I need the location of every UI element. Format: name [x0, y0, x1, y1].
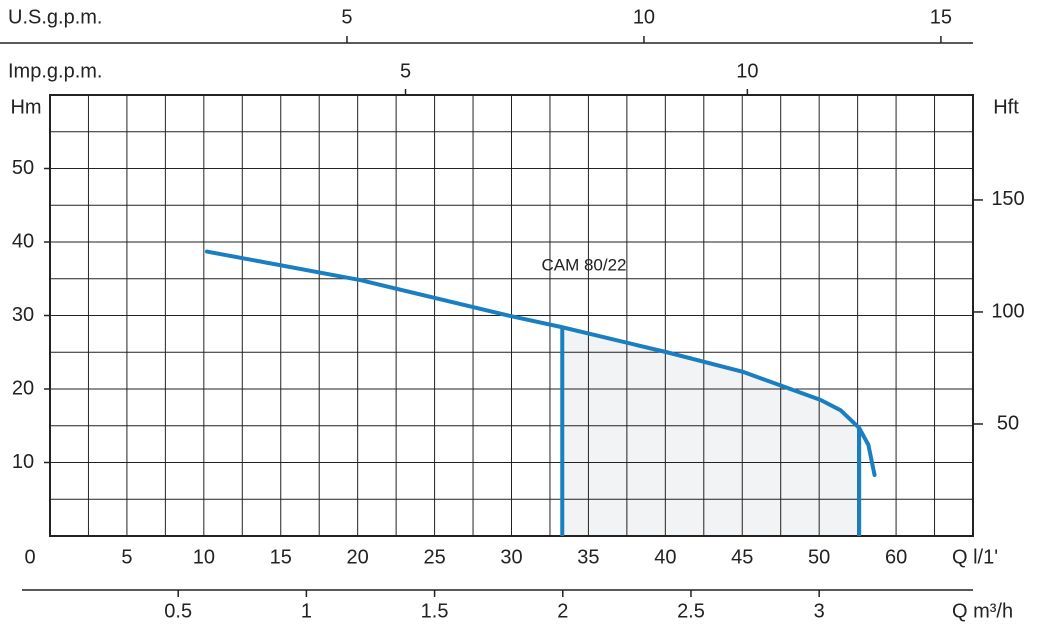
y2-tick-label: 100 [991, 300, 1024, 322]
m3h-axis-label: Q m³/h [952, 600, 1013, 622]
pump-curve [204, 249, 877, 477]
axis-tick-label: 15 [930, 6, 952, 28]
x-tick-label: 35 [577, 546, 599, 568]
y-tick-label: 20 [12, 377, 34, 399]
axis-tick-label: 1.5 [421, 600, 449, 622]
operating-area [562, 327, 860, 536]
y2-tick-label: 150 [991, 188, 1024, 210]
x-tick-label: 25 [423, 546, 445, 568]
axis-tick-label: 3 [814, 600, 825, 622]
y-axis-label: Hm [10, 96, 41, 118]
y-tick-label: 30 [12, 304, 34, 326]
axis-tick-label: 5 [341, 6, 352, 28]
usgpm-axis-label: U.S.g.p.m. [8, 6, 102, 28]
y-tick-label: 40 [12, 230, 34, 252]
x-tick-label: 20 [347, 546, 369, 568]
x-tick-label: 50 [808, 546, 830, 568]
x-tick-label: 10 [193, 546, 215, 568]
x-tick-label: 60 [885, 546, 907, 568]
axis-tick-label: 2 [557, 600, 568, 622]
axis-tick-label: 10 [736, 60, 758, 82]
series-label: CAM 80/22 [541, 255, 626, 274]
y-tick-label: 10 [12, 451, 34, 473]
x-tick-label: 0 [24, 546, 35, 568]
y2-axis-label: Hft [993, 96, 1019, 118]
axis-tick-label: 10 [633, 6, 655, 28]
y2-tick-label: 50 [997, 412, 1019, 434]
axis-tick-label: 1 [301, 600, 312, 622]
y-tick-label: 50 [12, 157, 34, 179]
x-axis-label: Q l/1' [952, 546, 998, 568]
x-tick-label: 30 [500, 546, 522, 568]
axis-tick-label: 2.5 [677, 600, 705, 622]
x-tick-label: 5 [121, 546, 132, 568]
x-tick-label: 15 [270, 546, 292, 568]
x-tick-label: 40 [654, 546, 676, 568]
impgpm-axis-label: Imp.g.p.m. [8, 60, 102, 82]
x-tick-label: 45 [731, 546, 753, 568]
axis-tick-label: 5 [400, 60, 411, 82]
axis-tick-label: 0.5 [164, 600, 192, 622]
